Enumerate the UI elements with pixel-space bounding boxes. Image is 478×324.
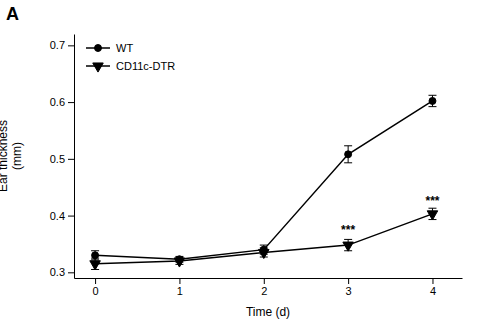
marks — [90, 95, 438, 270]
tick-label: 0.3 — [50, 266, 65, 278]
x-axis: 0 1 2 3 4 — [75, 278, 463, 297]
line — [95, 101, 432, 259]
tick-label: 1 — [177, 285, 183, 297]
tick: 4 — [430, 278, 436, 297]
tick: 0.5 — [50, 153, 74, 165]
tick-mark — [179, 278, 180, 284]
legend-item: CD11c-DTR — [86, 60, 175, 72]
plot-area: 0 1 2 3 4 0.3 0.4 0.5 0.6 0.7 Time (d) Ear thicknes… — [0, 35, 463, 320]
axis-line — [74, 35, 75, 279]
tick-mark — [95, 278, 96, 284]
tick: 0 — [93, 278, 99, 297]
legend-marker — [95, 45, 102, 52]
error-bar — [428, 95, 436, 106]
legend-label: CD11c-DTR — [116, 60, 175, 72]
legend-label: WT — [116, 42, 133, 54]
tick-mark — [68, 272, 74, 273]
tick-mark — [432, 278, 433, 284]
tick-mark — [348, 278, 349, 284]
tick-label: 0 — [93, 285, 99, 297]
tick-label: 3 — [346, 285, 352, 297]
tick-label: 0.6 — [50, 96, 65, 108]
annotations: *** *** — [341, 194, 440, 236]
tick: 3 — [346, 278, 352, 297]
y-axis: 0.3 0.4 0.5 0.6 0.7 — [50, 35, 75, 279]
annotation: *** — [425, 194, 439, 208]
marker — [259, 249, 270, 258]
title: A — [6, 4, 19, 24]
x-axis-title: Time (d) — [246, 305, 290, 319]
marker — [427, 211, 438, 220]
tick: 0.6 — [50, 96, 74, 108]
tick-label: 0.4 — [50, 210, 65, 222]
marker — [343, 242, 354, 251]
marker — [174, 258, 185, 267]
y-axis-title: Ear thickness(mm) — [0, 120, 24, 192]
tick-mark — [264, 278, 265, 284]
tick: 2 — [261, 278, 267, 297]
legend: WT CD11c-DTR — [86, 42, 175, 72]
tick-mark — [68, 216, 74, 217]
tick-mark — [68, 45, 74, 46]
y-axis-title-line: Ear thickness — [0, 120, 10, 192]
marker — [90, 261, 101, 270]
chart: 0 1 2 3 4 0.3 0.4 0.5 0.6 0.7 Time (d) Ear thicknes… — [0, 0, 478, 324]
annotation: *** — [341, 223, 355, 237]
tick: 0.3 — [50, 266, 74, 278]
tick-mark — [68, 159, 74, 160]
line — [95, 214, 432, 264]
tick-mark — [68, 102, 74, 103]
tick-label: 4 — [430, 285, 436, 297]
error-bar — [344, 146, 352, 163]
y-axis-title-line: (mm) — [10, 142, 24, 170]
tick-label: 0.7 — [50, 39, 65, 51]
axis-line — [75, 278, 463, 279]
tick: 0.7 — [50, 39, 74, 51]
tick: 1 — [177, 278, 183, 297]
series — [91, 95, 436, 262]
legend-marker — [93, 63, 104, 72]
marker — [429, 97, 436, 104]
series — [90, 208, 438, 270]
tick: 0.4 — [50, 210, 74, 222]
tick-label: 2 — [261, 285, 267, 297]
marker — [345, 151, 352, 158]
legend-item: WT — [86, 42, 133, 54]
tick-label: 0.5 — [50, 153, 65, 165]
